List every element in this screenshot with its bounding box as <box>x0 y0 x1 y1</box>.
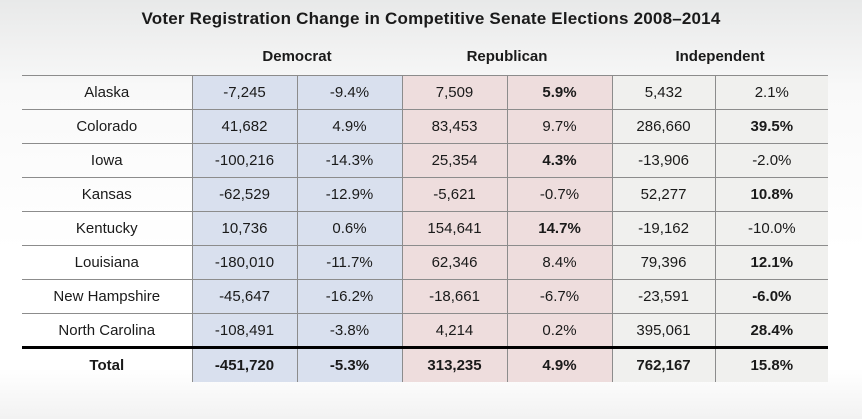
dem-count-cell: 10,736 <box>191 211 297 246</box>
rep-count-cell: 313,235 <box>401 346 508 382</box>
ind-pct-cell: 39.5% <box>714 109 829 144</box>
dem-pct-cell: -9.4% <box>296 75 403 110</box>
dem-count-cell: -62,529 <box>191 177 297 212</box>
total-row: Total -451,720 -5.3% 313,235 4.9% 762,167 15.8… <box>22 346 829 382</box>
rep-count-cell: 83,453 <box>401 109 508 144</box>
dem-pct-cell: -14.3% <box>296 143 403 178</box>
table-row: Alaska -7,245 -9.4% 7,509 5.9% 5,432 2.1% <box>22 75 829 110</box>
rep-count-cell: 25,354 <box>401 143 508 178</box>
dem-count-cell: -108,491 <box>191 313 297 348</box>
dem-pct-cell: -16.2% <box>296 279 403 314</box>
ind-count-cell: 79,396 <box>611 245 716 280</box>
democrat-group-header: Democrat <box>262 48 332 65</box>
rep-pct-cell: 9.7% <box>506 109 613 144</box>
rep-count-cell: 154,641 <box>401 211 508 246</box>
ind-count-cell: -13,906 <box>611 143 716 178</box>
independent-group-header: Independent <box>675 48 765 65</box>
rep-pct-cell: 0.2% <box>506 313 613 348</box>
state-name-cell: Louisiana <box>22 245 192 280</box>
rep-pct-cell: 4.9% <box>506 346 613 382</box>
dem-count-cell: 41,682 <box>191 109 297 144</box>
dem-count-cell: -7,245 <box>191 75 297 110</box>
state-name-cell: Colorado <box>22 109 192 144</box>
ind-pct-cell: 10.8% <box>714 177 829 212</box>
ind-pct-cell: 15.8% <box>714 346 829 382</box>
state-name-cell: Iowa <box>22 143 192 178</box>
ind-count-cell: -23,591 <box>611 279 716 314</box>
dem-pct-cell: 0.6% <box>296 211 403 246</box>
rep-count-cell: 4,214 <box>401 313 508 348</box>
ind-count-cell: 5,432 <box>611 75 716 110</box>
rep-pct-cell: 8.4% <box>506 245 613 280</box>
dem-pct-cell: -3.8% <box>296 313 403 348</box>
ind-pct-cell: -6.0% <box>714 279 829 314</box>
dem-pct-cell: -11.7% <box>296 245 403 280</box>
ind-pct-cell: 28.4% <box>714 313 829 348</box>
rep-pct-cell: 5.9% <box>506 75 613 110</box>
dem-pct-cell: -5.3% <box>296 346 403 382</box>
rep-pct-cell: 4.3% <box>506 143 613 178</box>
table-row: Louisiana -180,010 -11.7% 62,346 8.4% 79,396 1… <box>22 245 829 280</box>
ind-count-cell: 762,167 <box>611 346 716 382</box>
republican-group-header: Republican <box>466 48 548 65</box>
state-name-cell: North Carolina <box>22 313 192 348</box>
rep-pct-cell: -6.7% <box>506 279 613 314</box>
state-name-cell: Alaska <box>22 75 192 110</box>
state-name-cell: New Hampshire <box>22 279 192 314</box>
ind-count-cell: 286,660 <box>611 109 716 144</box>
ind-pct-cell: 12.1% <box>714 245 829 280</box>
dem-count-cell: -180,010 <box>191 245 297 280</box>
rep-count-cell: -5,621 <box>401 177 508 212</box>
ind-count-cell: 52,277 <box>611 177 716 212</box>
ind-pct-cell: 2.1% <box>714 75 829 110</box>
dem-pct-cell: 4.9% <box>296 109 403 144</box>
voter-registration-table: Democrat Republican Independent Alaska -7… <box>22 42 829 382</box>
rep-count-cell: 62,346 <box>401 245 508 280</box>
table-row: Kentucky 10,736 0.6% 154,641 14.7% -19,162 -10… <box>22 211 829 246</box>
state-name-cell: Kansas <box>22 177 192 212</box>
rep-pct-cell: 14.7% <box>506 211 613 246</box>
table-row: North Carolina -108,491 -3.8% 4,214 0.2% 395,… <box>22 313 829 348</box>
state-name-cell: Kentucky <box>22 211 192 246</box>
rep-count-cell: -18,661 <box>401 279 508 314</box>
table-row: New Hampshire -45,647 -16.2% -18,661 -6.7% -2… <box>22 279 829 314</box>
table-row: Colorado 41,682 4.9% 83,453 9.7% 286,660 39.5% <box>22 109 829 144</box>
ind-count-cell: -19,162 <box>611 211 716 246</box>
dem-count-cell: -45,647 <box>191 279 297 314</box>
group-header-row: Democrat Republican Independent <box>22 42 828 76</box>
rep-count-cell: 7,509 <box>401 75 508 110</box>
table-row: Kansas -62,529 -12.9% -5,621 -0.7% 52,277 10.8… <box>22 177 829 212</box>
page-title: Voter Registration Change in Competitive… <box>141 9 721 28</box>
dem-count-cell: -451,720 <box>191 346 297 382</box>
ind-pct-cell: -10.0% <box>714 211 829 246</box>
ind-count-cell: 395,061 <box>611 313 716 348</box>
dem-pct-cell: -12.9% <box>296 177 403 212</box>
ind-pct-cell: -2.0% <box>714 143 829 178</box>
state-header-spacer <box>22 42 192 76</box>
rep-pct-cell: -0.7% <box>506 177 613 212</box>
dem-count-cell: -100,216 <box>191 143 297 178</box>
table-row: Iowa -100,216 -14.3% 25,354 4.3% -13,906 -2.0% <box>22 143 829 178</box>
total-label-cell: Total <box>22 346 192 382</box>
